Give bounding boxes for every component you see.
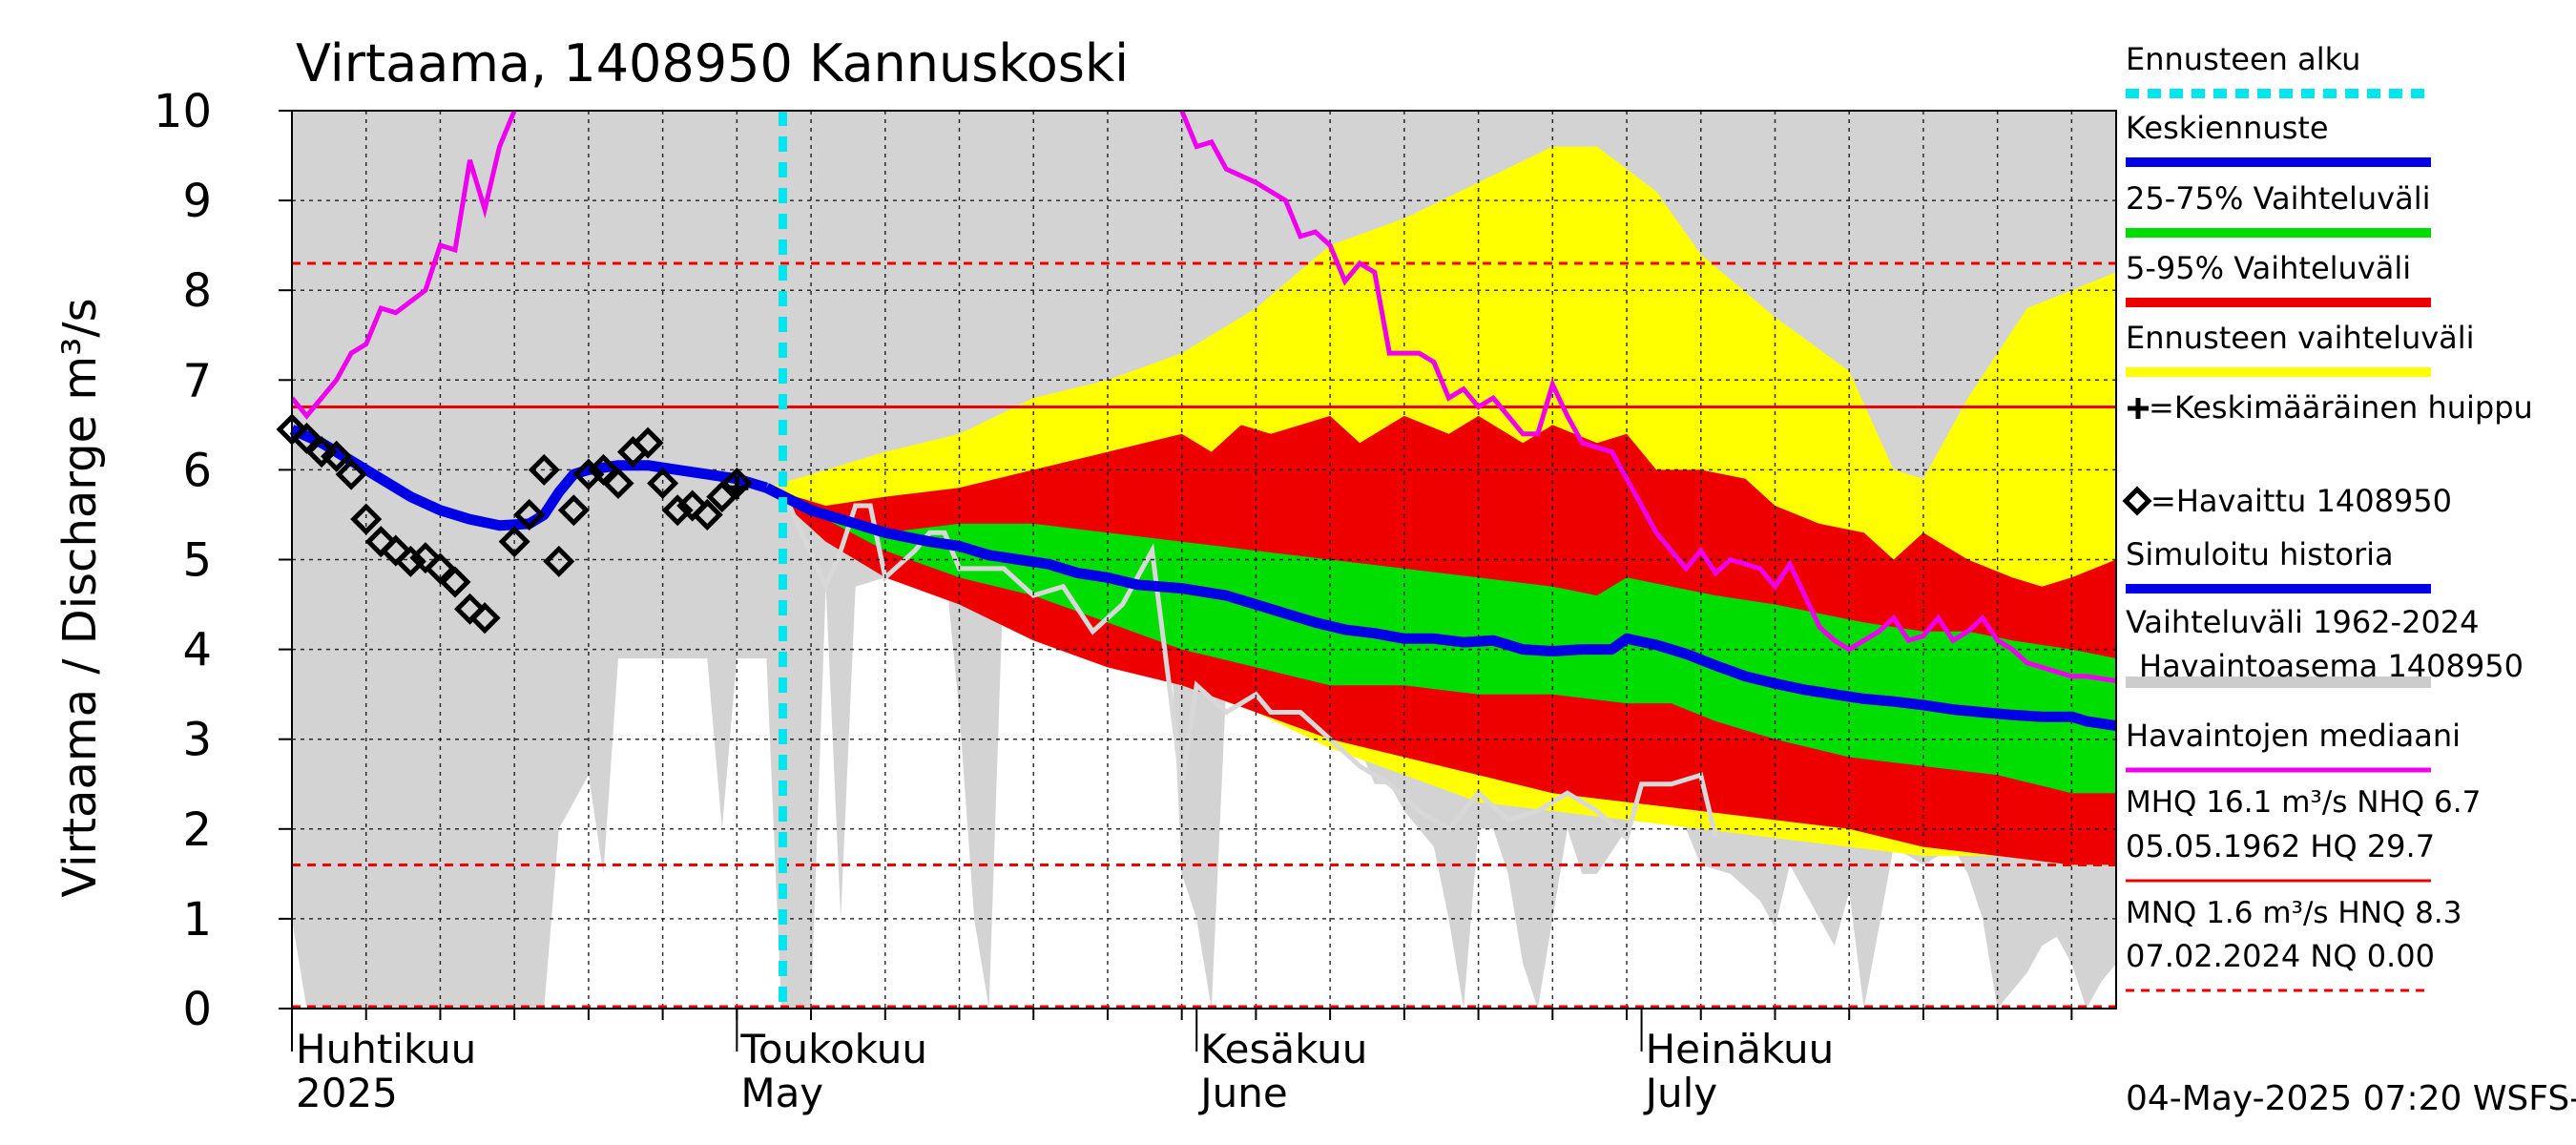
y-tick-label: 9: [182, 175, 212, 228]
observed-point: [439, 566, 471, 598]
y-tick-label: 10: [154, 85, 212, 138]
observed-point: [291, 422, 323, 455]
observed-point: [424, 552, 456, 585]
legend-label: Keskiennuste: [2126, 110, 2329, 146]
observed-point: [602, 467, 634, 500]
x-month-label: Heinäkuu: [1646, 1026, 1835, 1072]
legend-label: 05.05.1962 HQ 29.7: [2126, 828, 2435, 864]
legend-label: 07.02.2024 NQ 0.00: [2126, 938, 2435, 974]
median-line-early: [292, 111, 517, 420]
x-month-sublabel: 2025: [296, 1070, 398, 1116]
observed-point: [528, 453, 560, 486]
legend-label: 25-75% Vaihteluväli: [2126, 180, 2430, 217]
observed-point: [468, 602, 501, 635]
x-month-label: Huhtikuu: [296, 1026, 476, 1072]
grid-lines: [276, 111, 2117, 1009]
observed-point: [632, 427, 664, 459]
legend-label: =Keskimääräinen huippu: [2149, 389, 2533, 426]
y-tick-label: 0: [182, 983, 212, 1036]
station-series-line: [779, 487, 1718, 843]
x-month-label: Toukokuu: [739, 1026, 927, 1072]
observed-point: [706, 481, 738, 513]
legend-label: Vaihteluväli 1962-2024: [2126, 604, 2480, 640]
y-tick-label: 5: [182, 534, 212, 588]
observed-point: [661, 494, 694, 527]
legend-label: Simuloitu historia: [2126, 536, 2394, 572]
legend-label: Havaintoasema 1408950: [2139, 648, 2524, 684]
x-month-label: Kesäkuu: [1200, 1026, 1367, 1072]
y-tick-label: 3: [182, 714, 212, 767]
x-month-sublabel: June: [1197, 1070, 1287, 1116]
y-tick-label: 6: [182, 444, 212, 497]
observed-point: [498, 526, 530, 558]
legend-label: Ennusteen vaihteluväli: [2126, 320, 2475, 356]
y-axis-label: Virtaama / Discharge m³/s: [53, 298, 107, 897]
legend-label: Havaintojen mediaani: [2126, 718, 2461, 754]
median-group: [292, 111, 2116, 683]
legend-label: 5-95% Vaihteluväli: [2126, 250, 2411, 286]
legend: Ennusteen alku Keskiennuste 25-75% Vaihtel…: [2122, 41, 2533, 992]
observed-point: [394, 545, 426, 577]
observed-point: [364, 526, 397, 558]
observed-point: [409, 542, 442, 574]
legend-label: MNQ 1.6 m³/s HNQ 8.3: [2126, 896, 2462, 930]
footer-timestamp: 04-May-2025 07:20 WSFS-O: [2126, 1079, 2576, 1118]
legend-diamond-marker: [2122, 486, 2152, 516]
observed-point: [572, 458, 605, 490]
y-tick-label: 1: [182, 893, 212, 947]
x-month-sublabel: May: [740, 1070, 823, 1116]
y-tick-label: 2: [182, 803, 212, 857]
observed-point: [557, 494, 590, 527]
legend-label: MHQ 16.1 m³/s NHQ 6.7: [2126, 785, 2481, 820]
observed-point: [676, 489, 709, 522]
observed-point: [350, 503, 383, 535]
observed-point: [335, 458, 367, 490]
y-tick-label: 8: [182, 264, 212, 318]
observed-point: [647, 467, 679, 500]
y-tick-label: 7: [182, 354, 212, 407]
median-line-late: [1179, 111, 2116, 683]
x-month-sublabel: July: [1643, 1070, 1718, 1116]
observed-point: [513, 498, 546, 531]
y-tick-label: 4: [182, 624, 212, 677]
observed-point: [380, 534, 412, 567]
observed-point: [454, 593, 487, 625]
legend-label: Ennusteen alku: [2126, 41, 2360, 77]
legend-label: =Havaittu 1408950: [2150, 483, 2452, 519]
chart-title: Virtaama, 1408950 Kannuskoski: [296, 33, 1129, 94]
observed-point: [587, 453, 619, 486]
observed-point: [543, 545, 575, 577]
observed-point: [691, 498, 723, 531]
mean-forecast-line: [763, 483, 2117, 732]
observed-point: [321, 440, 353, 472]
